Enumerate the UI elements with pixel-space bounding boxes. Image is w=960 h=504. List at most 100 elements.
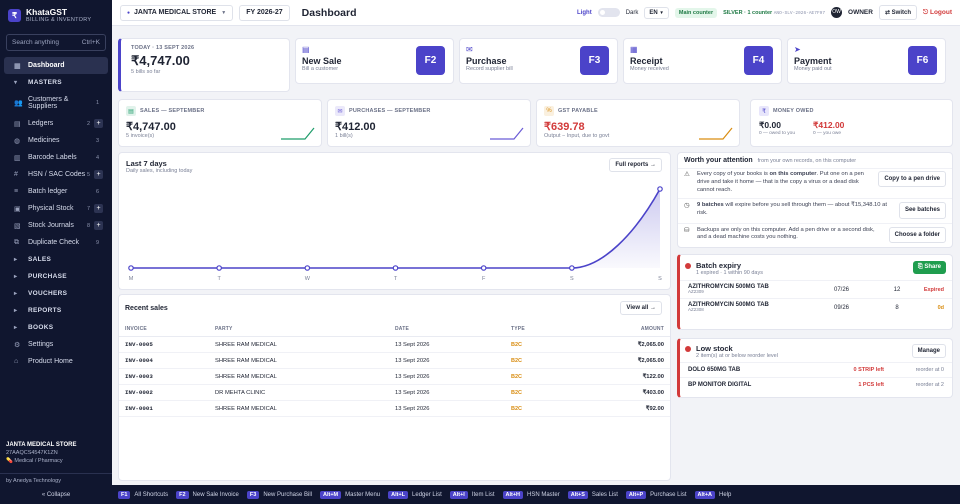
chevron-right-icon: ▸ [14, 274, 18, 280]
amount-cell: ₹122.00 [571, 368, 670, 385]
chart-point-0[interactable] [128, 265, 134, 271]
table-row[interactable]: INV-0003 SHREE RAM MEDICAL 13 Sept 2026 B2C… [119, 368, 670, 385]
quick-action-3[interactable]: ➤ Payment Money paid out F6 [787, 38, 946, 84]
logout-button[interactable]: ⎋ Logout [923, 9, 952, 17]
shortcut-key[interactable]: F1 [118, 490, 131, 499]
sparkline [281, 127, 315, 140]
sidebar-item-6[interactable]: # HSN / SAC Codes 5 + [4, 166, 108, 183]
stat-header: % GST PAYABLE [544, 106, 732, 116]
low-stock-item: BP MONITOR DIGITAL [688, 382, 752, 388]
table-row[interactable]: INV-0002 DR MEHTA CLINIC 13 Sept 2026 B2C ₹4… [119, 384, 670, 401]
column-header: TYPE [505, 322, 572, 337]
sidebar-item-3[interactable]: ▤ Ledgers 2 + [4, 115, 108, 132]
low-stock-item: DOLO 650MG TAB [688, 367, 741, 373]
theme-toggle[interactable] [597, 8, 620, 17]
attention-item-0: ⚠ Every copy of your books is on this com… [678, 168, 952, 198]
quick-action-1[interactable]: ✉ Purchase Record supplier bill F3 [459, 38, 618, 84]
user-name: OWNER [848, 9, 873, 16]
shortcut-key[interactable]: F2 [176, 490, 189, 499]
sidebar-item-0[interactable]: ▦ Dashboard [4, 57, 108, 74]
full-reports-button[interactable]: Full reports → [609, 158, 662, 172]
grid-icon: ▦ [14, 62, 21, 70]
language-selector[interactable]: EN ▼ [644, 6, 669, 19]
brand[interactable]: ₹ KhataGST BILLING & INVENTORY [0, 0, 112, 30]
share-button[interactable]: ⎘ Share [912, 261, 946, 274]
amount-cell: ₹2,065.00 [571, 352, 670, 369]
quick-action-title: New Sale [302, 56, 342, 66]
sidebar-item-2[interactable]: 👥 Customers & Suppliers 1 [4, 91, 108, 115]
sidebar-item-label: PURCHASE [28, 273, 67, 280]
plus-icon[interactable]: + [94, 221, 103, 230]
shortcut-key[interactable]: Alt+S [567, 490, 588, 499]
low-stock-title: Low stock [696, 344, 733, 353]
table-row[interactable]: INV-0001 SHREE RAM MEDICAL 13 Sept 2026 B2C… [119, 400, 670, 417]
low-stock-row[interactable]: DOLO 650MG TAB 0 STRIP left reorder at 0 [680, 362, 952, 377]
quick-action-2[interactable]: ▦ Receipt Money received F4 [623, 38, 782, 84]
column-header: AMOUNT [571, 322, 670, 337]
table-row[interactable]: INV-0004 SHREE RAM MEDICAL 13 Sept 2026 B2C… [119, 352, 670, 369]
sidebar-item-7[interactable]: ≡ Batch ledger 6 [4, 183, 108, 200]
date-cell: 13 Sept 2026 [389, 368, 505, 385]
plus-icon[interactable]: + [94, 119, 103, 128]
sidebar-item-9[interactable]: ▧ Stock Journals 8 + [4, 217, 108, 234]
plus-icon[interactable]: + [94, 204, 103, 213]
switch-button[interactable]: ⇄ Switch [878, 5, 918, 20]
sidebar-item-5[interactable]: ▥ Barcode Labels 4 [4, 149, 108, 166]
shortcut-key[interactable]: Alt+A [694, 490, 716, 499]
shortcut-key[interactable]: Alt+P [625, 490, 647, 499]
quick-action-sub: Record supplier bill [466, 66, 513, 72]
chart-point-4[interactable] [480, 265, 487, 271]
sidebar-item-label: Settings [28, 341, 54, 348]
table-row[interactable]: INV-0005 SHREE RAM MEDICAL 13 Sept 2026 B2C… [119, 336, 670, 353]
company-selector[interactable]: ● JANTA MEDICAL STORE ▼ [120, 4, 234, 21]
sidebar-item-8[interactable]: ▣ Physical Stock 7 + [4, 200, 108, 217]
column-header: PARTY [209, 322, 389, 337]
sidebar-item-15[interactable]: ▸ BOOKS [4, 319, 108, 336]
shortcut-key[interactable]: Alt+M [320, 490, 342, 499]
attention-item-2: ⛁ Backups are only on this computer. Add … [678, 222, 952, 247]
chart-point-2[interactable] [304, 265, 311, 271]
sidebar-item-label: Physical Stock [28, 205, 74, 212]
shortcut-key[interactable]: Alt+H [502, 490, 524, 499]
party-cell: SHREE RAM MEDICAL [209, 368, 389, 385]
gear-icon: ⚙ [14, 341, 21, 349]
shortcut-key[interactable]: Alt+I [449, 490, 468, 499]
sidebar-item-11[interactable]: ▸ SALES [4, 251, 108, 268]
barcode-icon: ▥ [14, 154, 21, 162]
alert-dot-icon [685, 346, 691, 352]
attention-action-button[interactable]: Copy to a pen drive [878, 171, 946, 188]
chart-point-1[interactable] [216, 265, 222, 271]
type-cell: B2C [505, 352, 572, 369]
sidebar-item-16[interactable]: ⚙ Settings [4, 336, 108, 353]
search-input[interactable]: Search anything Ctrl+K [6, 34, 106, 51]
low-stock-row[interactable]: BP MONITOR DIGITAL 1 PCS left reorder at 2 [680, 377, 952, 392]
batch-row[interactable]: AZITHROMYCIN 500MG TAB AZ2309 07/26 12 Expir… [680, 280, 952, 298]
chart-point-6[interactable] [657, 186, 663, 192]
attention-action-button[interactable]: See batches [898, 202, 946, 219]
type-cell: B2C [505, 368, 572, 385]
shortcut-key[interactable]: Alt+L [388, 490, 409, 499]
sidebar-item-14[interactable]: ▸ REPORTS [4, 302, 108, 319]
view-all-button[interactable]: View all → [620, 301, 662, 315]
plus-icon[interactable]: + [94, 170, 103, 179]
sidebar-item-1[interactable]: ▾ MASTERS [4, 74, 108, 91]
fy-selector[interactable]: FY 2026-27 [239, 4, 290, 21]
chart-point-5[interactable] [569, 265, 575, 271]
owed-to-you: ₹0.00 0 — owed to you [759, 120, 795, 136]
logout-label: Logout [929, 8, 952, 16]
manage-button[interactable]: Manage [911, 344, 946, 358]
shortcut-key[interactable]: F3 [246, 490, 260, 499]
stat-label: GST PAYABLE [558, 108, 598, 114]
sidebar-item-4[interactable]: ◍ Medicines 3 [4, 132, 108, 149]
sidebar-item-13[interactable]: ▸ VOUCHERS [4, 285, 108, 302]
avatar[interactable]: OW [831, 7, 843, 18]
collapse-button[interactable]: « Collapse [41, 492, 71, 498]
batch-row[interactable]: AZITHROMYCIN 500MG TAB AZ2308 09/26 8 0d [680, 298, 952, 316]
sidebar-item-label: Customers & Suppliers [28, 96, 69, 110]
sidebar-item-17[interactable]: ⌂ Product Home [4, 353, 108, 370]
sidebar-item-12[interactable]: ▸ PURCHASE [4, 268, 108, 285]
sidebar-item-10[interactable]: ⧉ Duplicate Check 9 [4, 234, 108, 251]
quick-action-0[interactable]: ▤ New Sale Bill a customer F2 [295, 38, 454, 84]
chart-point-3[interactable] [392, 265, 399, 271]
attention-action-button[interactable]: Choose a folder [888, 226, 946, 243]
